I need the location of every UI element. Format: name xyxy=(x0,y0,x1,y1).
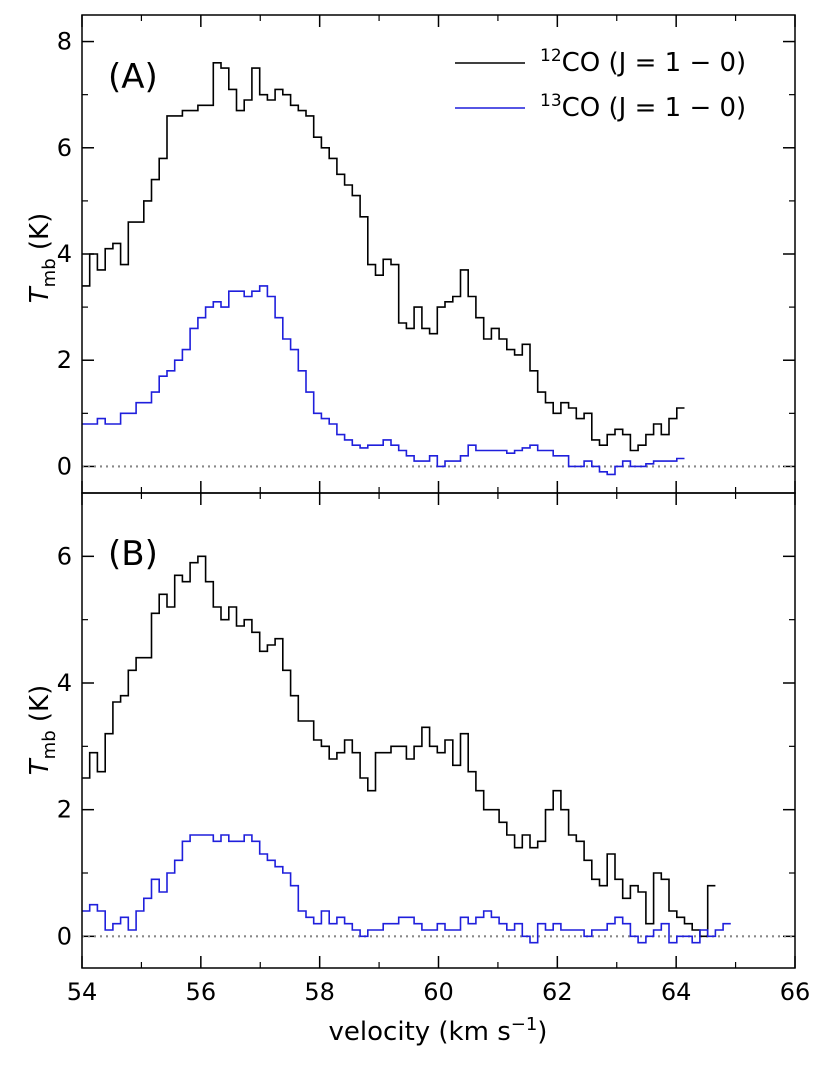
panel-b-ylabel-unit: (K) xyxy=(25,685,55,731)
xlabel-sup: −1 xyxy=(511,1014,538,1035)
y-tick-label: 2 xyxy=(57,346,72,374)
legend-12co-entry: 12CO (J = 1 − 0) xyxy=(540,46,746,78)
panel-b-label: (B) xyxy=(108,534,158,574)
y-tick-label: 0 xyxy=(57,922,72,950)
panel-b-y-axis-label: Tmb (K) xyxy=(25,685,60,775)
x-tick-label: 54 xyxy=(67,978,98,1006)
y-tick-label: 6 xyxy=(57,542,72,570)
x-tick-label: 56 xyxy=(186,978,217,1006)
xlabel-main: velocity (km s xyxy=(329,1017,511,1047)
panel-b: 0 2 4 6 54 56 58 60 62 64 66 (B) Tmb (K) velocity … xyxy=(25,493,810,1047)
panel-b-series xyxy=(82,555,731,944)
series-12co-line xyxy=(82,555,716,938)
y-tick-label: 4 xyxy=(57,669,72,697)
series-12co-line xyxy=(82,62,685,452)
x-tick-label: 64 xyxy=(661,978,692,1006)
panel-a-y-axis-label: Tmb (K) xyxy=(25,213,60,303)
panel-a-ylabel-unit: (K) xyxy=(25,213,55,259)
legend-12co-text: CO (J = 1 − 0) xyxy=(562,48,747,78)
svg-text:Tmb (K): Tmb (K) xyxy=(25,685,60,775)
legend-13co-entry: 13CO (J = 1 − 0) xyxy=(540,91,746,123)
y-tick-label: 6 xyxy=(57,134,72,162)
panel-b-ylabel-main: T xyxy=(25,757,55,775)
panel-a-label: (A) xyxy=(108,57,158,97)
xlabel-end: ) xyxy=(537,1017,547,1047)
y-tick-label: 2 xyxy=(57,796,72,824)
svg-text:Tmb (K): Tmb (K) xyxy=(25,213,60,303)
panel-a-ylabel-main: T xyxy=(25,285,55,303)
y-tick-label: 8 xyxy=(57,28,72,56)
panel-a-ylabel-sub: mb xyxy=(39,258,60,287)
panel-a-frame xyxy=(81,14,796,494)
panel-b-frame xyxy=(81,492,796,969)
x-tick-label: 58 xyxy=(304,978,335,1006)
panel-a-ticks: 0 2 4 6 8 xyxy=(57,15,796,493)
x-axis-label: velocity (km s−1) xyxy=(329,1014,548,1047)
y-tick-label: 4 xyxy=(57,240,72,268)
series-13co-line xyxy=(82,834,731,944)
legend-12co-sup: 12 xyxy=(540,46,562,66)
legend: 12CO (J = 1 − 0) 13CO (J = 1 − 0) xyxy=(455,46,746,123)
panel-a-series xyxy=(82,62,685,476)
x-tick-label: 60 xyxy=(423,978,454,1006)
y-tick-label: 0 xyxy=(57,452,72,480)
panel-b-ticks: 0 2 4 6 54 56 58 60 62 64 66 xyxy=(57,493,811,1006)
series-13co-line xyxy=(82,285,685,476)
panel-b-ylabel-sub: mb xyxy=(39,730,60,759)
legend-13co-text: CO (J = 1 − 0) xyxy=(562,93,747,123)
x-tick-label: 66 xyxy=(780,978,811,1006)
legend-13co-sup: 13 xyxy=(540,91,562,111)
x-tick-label: 62 xyxy=(542,978,573,1006)
